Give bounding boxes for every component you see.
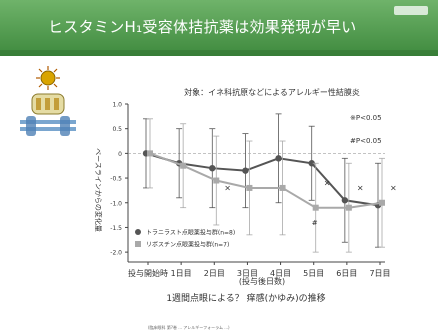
significance-hash-note: #P<0.05	[350, 137, 382, 145]
series-point	[279, 184, 286, 191]
series-point	[379, 199, 385, 206]
y-tick-label: -2.0	[110, 250, 122, 257]
series-point	[147, 150, 153, 157]
x-tick-label: 3日目	[237, 269, 258, 278]
series-point	[209, 164, 216, 172]
series-point	[242, 167, 249, 174]
x-tick-label: 1日目	[171, 269, 192, 278]
series-point	[275, 155, 282, 162]
series-point	[345, 204, 352, 211]
series-point	[308, 160, 315, 167]
x-axis-title: (投与後日数)	[239, 276, 285, 286]
series-line	[149, 152, 383, 209]
legend-marker	[135, 241, 141, 247]
y-tick-label: -1.5	[110, 225, 122, 232]
legend-label: リボスチン点眼薬投与群(n=7)	[146, 241, 229, 249]
series-point	[213, 177, 220, 184]
histamine-burst-icon	[36, 66, 60, 90]
y-tick-label: -1.0	[110, 200, 122, 207]
cell-membrane-icon	[20, 116, 76, 136]
significance-hash-mark: #	[312, 219, 318, 227]
series-point	[180, 162, 187, 169]
x-tick-label: 2日目	[204, 269, 225, 278]
significance-star-mark: ×	[224, 183, 231, 192]
chart-title: 対象：イネ科抗原などによるアレルギー性結膜炎	[184, 87, 360, 97]
slide-title: ヒスタミンH₁受容体拮抗薬は効果発現が早い	[48, 18, 357, 36]
significance-star-mark: ×	[390, 183, 397, 192]
logo	[394, 6, 428, 15]
footnote-citation: (臨床眼科 第?巻 ... アレルギーフォーラム ...)	[148, 324, 230, 330]
title-stripe	[0, 50, 438, 56]
x-tick-label: 6日目	[336, 269, 357, 278]
title-bar	[0, 0, 438, 56]
legend-label: トラニラスト点眼薬投与群(n=8)	[146, 229, 235, 237]
significance-star-note: ※P<0.05	[350, 114, 382, 122]
x-tick-label: 7日目	[369, 269, 390, 278]
y-tick-label: 0	[118, 151, 122, 158]
antihistamine-diagram	[20, 66, 76, 136]
x-tick-label: 5日目	[303, 269, 324, 278]
chart-plot-area: 1.0 0.5 0 -0.5 -1.0 -1.5 -2.0 投与開始時 1日目 2日目 3日目 4日目…	[110, 102, 396, 279]
y-tick-label: -0.5	[110, 176, 122, 183]
chart-subtitle: 1週間点眼による？ 痒感(かゆみ)の推移	[166, 292, 325, 304]
series-point	[341, 197, 349, 204]
x-tick-label: 投与開始時	[128, 268, 168, 278]
y-tick-label: 0.5	[112, 126, 122, 133]
receptor-icon	[31, 93, 65, 115]
significance-star-mark: ×	[324, 178, 331, 187]
series-point	[246, 184, 253, 191]
y-axis-label: ベースラインからの変化量	[94, 148, 103, 232]
series-point	[312, 204, 319, 211]
x-tick-label: 4日目	[270, 269, 291, 278]
y-tick-label: 1.0	[112, 102, 122, 109]
legend-marker	[135, 229, 141, 235]
significance-star-mark: ×	[357, 183, 364, 192]
